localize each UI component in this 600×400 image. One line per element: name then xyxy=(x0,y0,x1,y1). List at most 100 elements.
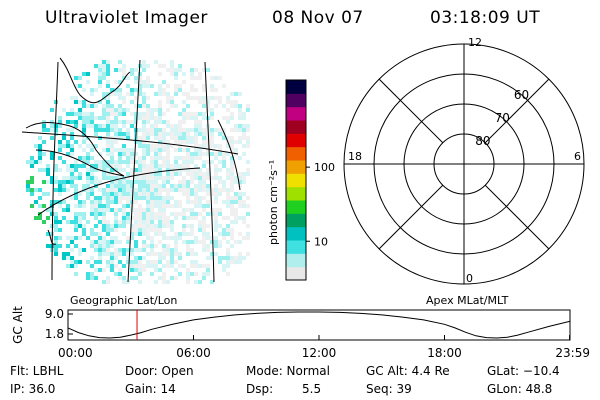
uv-pixel xyxy=(206,192,210,196)
uv-pixel xyxy=(194,204,198,208)
uv-pixel xyxy=(122,120,126,124)
uv-pixel xyxy=(178,112,182,116)
uv-pixel xyxy=(82,88,86,92)
uv-pixel xyxy=(118,88,122,92)
uv-pixel xyxy=(154,124,158,128)
uv-pixel xyxy=(190,248,194,252)
meridian-line xyxy=(51,61,59,281)
uv-pixel xyxy=(70,248,74,252)
uv-pixel xyxy=(150,156,154,160)
uv-pixel xyxy=(138,220,142,224)
uv-pixel xyxy=(42,204,46,208)
uv-pixel xyxy=(82,164,86,168)
uv-pixel xyxy=(230,184,234,188)
uv-pixel xyxy=(222,152,226,156)
uv-pixel xyxy=(118,184,122,188)
mlt-diagonal xyxy=(484,184,550,250)
uv-pixel xyxy=(194,188,198,192)
uv-pixel xyxy=(218,188,222,192)
uv-pixel xyxy=(158,268,162,272)
uv-pixel xyxy=(206,148,210,152)
uv-pixel xyxy=(166,172,170,176)
uv-pixel xyxy=(218,128,222,132)
uv-pixel xyxy=(234,176,238,180)
uv-pixel xyxy=(230,112,234,116)
uv-pixel xyxy=(78,156,82,160)
uv-pixel xyxy=(122,224,126,228)
uv-pixel xyxy=(210,84,214,88)
uv-pixel xyxy=(94,232,98,236)
uv-pixel xyxy=(138,168,142,172)
uv-pixel xyxy=(30,156,34,160)
uv-pixel xyxy=(154,168,158,172)
uv-pixel xyxy=(130,192,134,196)
uv-pixel xyxy=(126,84,130,88)
uv-pixel xyxy=(234,212,238,216)
uv-pixel xyxy=(150,144,154,148)
uv-pixel xyxy=(230,116,234,120)
uv-pixel xyxy=(246,140,250,144)
uv-pixel xyxy=(194,152,198,156)
uv-pixel xyxy=(38,144,42,148)
uv-pixel xyxy=(202,172,206,176)
uv-pixel xyxy=(102,240,106,244)
uv-pixel xyxy=(194,260,198,264)
uv-pixel xyxy=(66,180,70,184)
uv-pixel xyxy=(182,160,186,164)
uv-pixel xyxy=(178,64,182,68)
dsp-value: 5.5 xyxy=(302,382,322,396)
uv-pixel xyxy=(154,152,158,156)
uv-pixel xyxy=(118,164,122,168)
uv-pixel xyxy=(154,188,158,192)
uv-pixel xyxy=(42,192,46,196)
uv-pixel xyxy=(110,144,114,148)
uv-pixel xyxy=(122,220,126,224)
uv-pixel xyxy=(126,76,130,80)
uv-pixel xyxy=(182,228,186,232)
uv-pixel xyxy=(122,264,126,268)
uv-pixel xyxy=(166,160,170,164)
uv-pixel xyxy=(170,248,174,252)
uv-pixel xyxy=(226,228,230,232)
uv-pixel xyxy=(174,212,178,216)
uv-pixel xyxy=(82,232,86,236)
uv-pixel xyxy=(134,188,138,192)
uv-pixel xyxy=(138,72,142,76)
uv-pixel xyxy=(162,80,166,84)
coastline-segment xyxy=(59,57,131,104)
uv-pixel xyxy=(126,160,130,164)
uv-pixel xyxy=(110,152,114,156)
uv-pixel xyxy=(102,104,106,108)
uv-pixel xyxy=(150,168,154,172)
uv-pixel xyxy=(110,164,114,168)
uv-pixel xyxy=(150,116,154,120)
uv-pixel xyxy=(146,120,150,124)
uv-pixel xyxy=(138,232,142,236)
uv-pixel xyxy=(158,220,162,224)
uv-pixel xyxy=(202,176,206,180)
uv-pixel xyxy=(238,176,242,180)
uv-pixel xyxy=(162,216,166,220)
uv-pixel xyxy=(150,192,154,196)
uv-pixel xyxy=(230,144,234,148)
uv-pixel xyxy=(78,192,82,196)
uv-pixel xyxy=(126,260,130,264)
uv-pixel xyxy=(86,184,90,188)
uv-pixel xyxy=(194,116,198,120)
uv-pixel xyxy=(102,176,106,180)
uv-pixel xyxy=(194,164,198,168)
uv-pixel xyxy=(242,136,246,140)
uv-pixel xyxy=(222,232,226,236)
uv-pixel xyxy=(130,252,134,256)
colorbar-segment xyxy=(286,146,306,161)
uv-pixel xyxy=(110,124,114,128)
uv-pixel xyxy=(202,96,206,100)
uv-pixel xyxy=(134,192,138,196)
uv-pixel xyxy=(210,188,214,192)
uv-pixel xyxy=(190,136,194,140)
uv-pixel xyxy=(226,264,230,268)
uv-pixel xyxy=(58,184,62,188)
uv-pixel xyxy=(178,252,182,256)
uv-pixel xyxy=(146,204,150,208)
uv-pixel xyxy=(70,136,74,140)
